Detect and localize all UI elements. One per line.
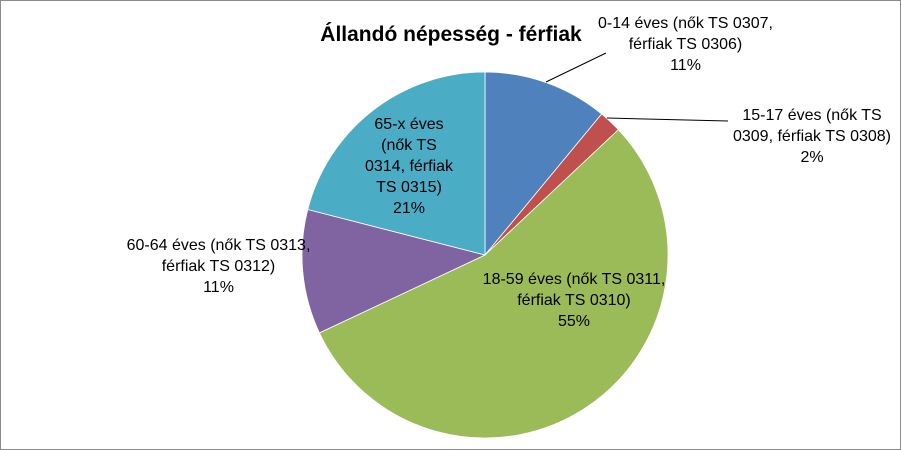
slice-65-x <box>307 71 486 256</box>
chart-title: Állandó népesség - férfiak <box>320 23 582 46</box>
data-label-15-17: 15-17 éves (nők TS 0309, férfiak TS 0308… <box>732 107 892 166</box>
leader-lines <box>545 52 729 122</box>
data-label-0-14: 0-14 éves (nők TS 0307, férfiak TS 0306)… <box>598 15 773 74</box>
leader-line-15-17 <box>606 117 729 122</box>
pie-slices <box>301 71 669 439</box>
data-label-60-64: 60-64 éves (nők TS 0313, férfiak TS 0312… <box>126 237 311 296</box>
data-label-18-59: 18-59 éves (nők TS 0311, férfiak TS 0310… <box>482 271 666 330</box>
data-label-65-x: 65-x éves (nők TS 0314, férfiak TS 0315)… <box>364 116 454 217</box>
leader-line-0-14 <box>545 52 607 83</box>
slice-60-64 <box>301 209 487 334</box>
slice-18-59 <box>318 129 669 439</box>
slice-0-14 <box>484 71 603 257</box>
